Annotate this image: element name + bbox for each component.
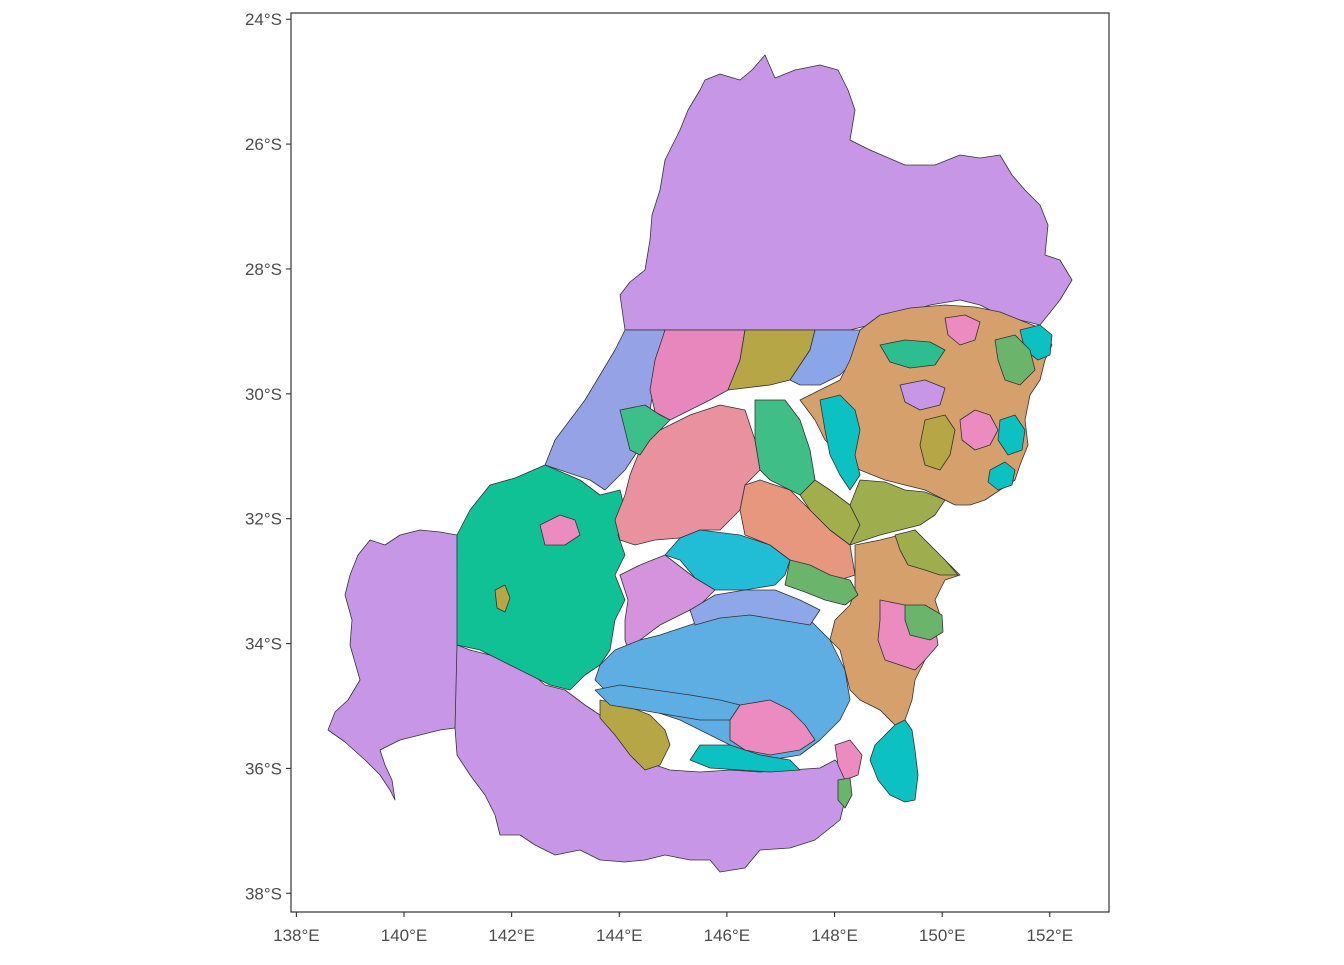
region-north-purple <box>619 54 1073 331</box>
x-tick-label: 148°E <box>811 926 858 945</box>
region-salmon-central <box>739 479 856 581</box>
region-teal-central <box>664 529 791 591</box>
y-tick-label: 30°S <box>245 385 282 404</box>
map-axes: 138°E 140°E 142°E 144°E 146°E 148°E 150°E 152°E… <box>245 10 1110 945</box>
region-pink-east-1 <box>959 409 999 451</box>
region-olive-mid-3 <box>894 529 959 576</box>
region-olive-east-6 <box>919 414 956 471</box>
region-green-southeast <box>904 604 944 641</box>
region-pink-north <box>649 329 746 421</box>
region-pink-central <box>614 404 761 546</box>
region-cyan-south-strip <box>689 744 801 773</box>
y-tick-label: 26°S <box>245 135 282 154</box>
region-cyan-east-1 <box>819 394 861 491</box>
y-tick-label: 24°S <box>245 10 282 29</box>
region-purple-east-5 <box>899 379 946 411</box>
catchment-regions <box>327 54 1073 873</box>
x-tick-label: 146°E <box>704 926 751 945</box>
region-green-strip <box>619 404 671 456</box>
region-cyan-east-8 <box>997 414 1026 456</box>
y-tick-label: 38°S <box>245 884 282 903</box>
x-tick-label: 138°E <box>273 926 320 945</box>
y-tick-label: 28°S <box>245 260 282 279</box>
y-tick-label: 32°S <box>245 510 282 529</box>
region-lavender-murray <box>689 589 821 626</box>
region-pink-west-tiny <box>539 514 581 546</box>
region-cyan-east-4 <box>987 461 1016 491</box>
region-olive-murray-south <box>599 699 671 771</box>
region-southwest-purple <box>327 529 461 801</box>
x-tick-label: 140°E <box>381 926 428 945</box>
x-axis: 138°E 140°E 142°E 144°E 146°E 148°E 150°E 152°E <box>273 912 1073 945</box>
region-pink-east-3 <box>944 314 981 346</box>
x-tick-label: 142°E <box>488 926 535 945</box>
x-tick-label: 152°E <box>1027 926 1074 945</box>
region-south-purple <box>454 644 851 873</box>
y-axis: 24°S 26°S 28°S 30°S 32°S 34°S 36°S 38°S <box>245 10 291 903</box>
region-green-west <box>456 464 626 691</box>
region-pink-murray-south <box>729 699 816 756</box>
region-pink-south-strip <box>834 739 863 781</box>
region-green-east-2 <box>879 339 946 369</box>
region-green-east-7 <box>994 334 1036 386</box>
region-cyan-southeast <box>869 719 919 803</box>
region-east-mosaic-2 <box>849 479 946 546</box>
y-tick-label: 34°S <box>245 635 282 654</box>
y-tick-label: 36°S <box>245 759 282 778</box>
x-tick-label: 144°E <box>596 926 643 945</box>
panel-border <box>290 12 1110 913</box>
x-tick-label: 150°E <box>919 926 966 945</box>
region-blue-murray-2 <box>594 684 741 721</box>
region-green-mid-2 <box>784 559 859 606</box>
region-purple-mid <box>619 554 716 656</box>
region-green-mid <box>754 399 816 496</box>
region-green-south-strip <box>837 777 853 809</box>
region-olive-west-tiny <box>494 584 511 613</box>
